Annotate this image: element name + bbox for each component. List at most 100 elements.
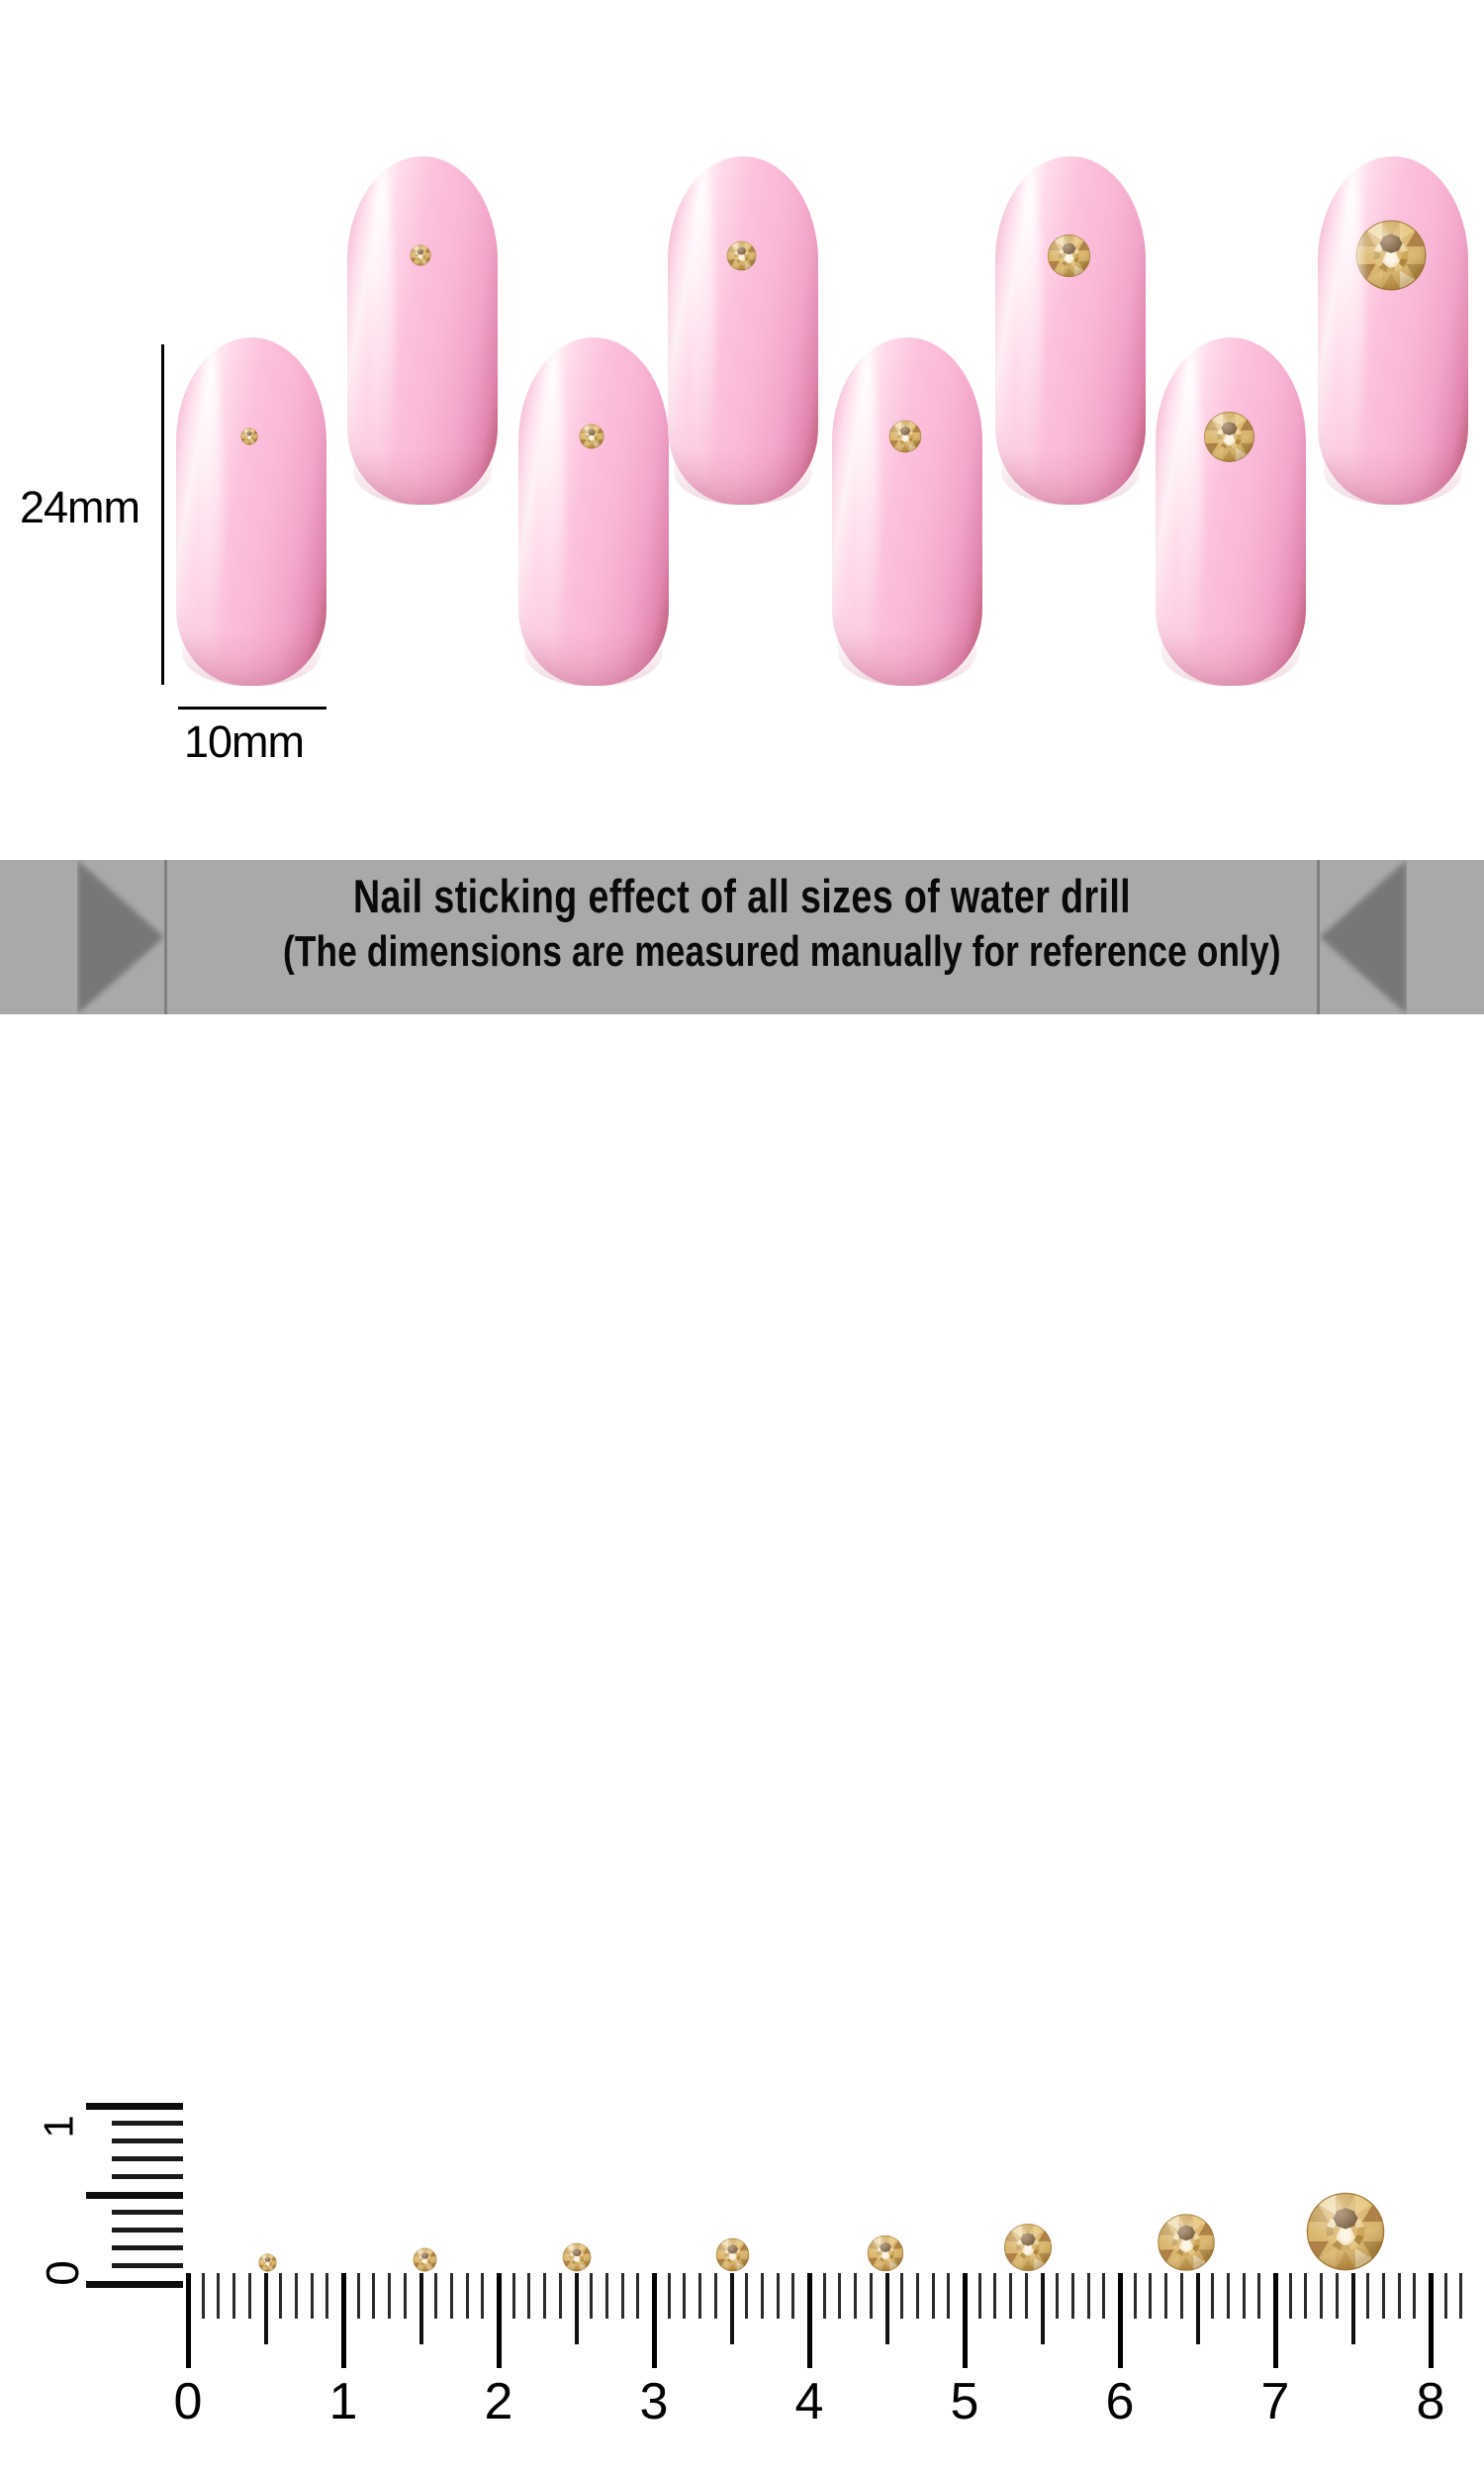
rhinestone-ss16[interactable] xyxy=(1047,234,1091,278)
height-dimension-line xyxy=(161,344,164,685)
ruler-rhinestone-ss10[interactable] xyxy=(715,2237,750,2272)
ruler-tick xyxy=(791,2273,795,2319)
vertical-scale-tick xyxy=(112,2156,183,2161)
ruler-rhinestone-ss6[interactable] xyxy=(413,2247,437,2272)
ruler-tick xyxy=(558,2273,562,2319)
ruler-rhinestone-ss4[interactable] xyxy=(257,2253,277,2272)
ruler-rhinestone-ss12[interactable] xyxy=(867,2234,904,2272)
ruler-tick xyxy=(247,2273,251,2319)
vertical-scale-tick xyxy=(112,2121,183,2126)
ruler-tick xyxy=(822,2273,826,2319)
width-dimension-label: 10mm xyxy=(184,716,305,767)
rhinestone-ss30[interactable] xyxy=(1354,219,1428,292)
banner-left-tail xyxy=(77,860,166,1014)
ruler-tick xyxy=(1179,2273,1183,2319)
nail-sample-ss20[interactable] xyxy=(1156,337,1306,686)
ruler-tick xyxy=(776,2273,780,2319)
ruler-tick xyxy=(1118,2273,1123,2368)
nail-sample-ss12[interactable] xyxy=(832,337,982,686)
nail-sample-ss6[interactable] xyxy=(347,156,498,505)
ruler-tick xyxy=(947,2273,951,2319)
rhinestone-ss6[interactable] xyxy=(410,244,431,266)
ruler-number-5: 5 xyxy=(950,2373,979,2430)
nail-sample-ss30[interactable] xyxy=(1318,156,1468,505)
ruler-rhinestone-ss30[interactable] xyxy=(1305,2191,1386,2272)
nail-tip-shadow xyxy=(1161,629,1300,686)
nail-sample-ss16[interactable] xyxy=(995,156,1146,505)
caption-banner: Nail sticking effect of all sizes of wat… xyxy=(0,860,1484,1014)
ruler-tick xyxy=(1086,2273,1090,2319)
ruler-rhinestone-ss16[interactable] xyxy=(1003,2223,1053,2272)
ruler-tick xyxy=(900,2273,904,2319)
ruler-tick xyxy=(931,2273,935,2319)
ruler-tick xyxy=(838,2273,842,2319)
rhinestone-ss12[interactable] xyxy=(888,420,922,453)
ruler-tick xyxy=(449,2273,453,2319)
ruler-tick xyxy=(745,2273,749,2319)
ruler-number-2: 2 xyxy=(484,2373,513,2430)
ruler-tick xyxy=(636,2273,640,2319)
banner-text-block: Nail sticking effect of all sizes of wat… xyxy=(168,868,1316,979)
rhinestone-ss4[interactable] xyxy=(240,428,258,445)
banner-headline: Nail sticking effect of all sizes of wat… xyxy=(352,870,1132,922)
nail-size-label-ss10 xyxy=(668,65,818,66)
ruler-tick xyxy=(1273,2273,1278,2368)
infographic-stage: 24mm 10mm Nail sticking effect of all si… xyxy=(0,0,1484,1484)
ruler-tick xyxy=(963,2273,968,2368)
vertical-scale-tick xyxy=(112,2263,183,2268)
ruler-tick xyxy=(294,2273,298,2319)
rhinestone-ss8[interactable] xyxy=(579,424,604,449)
ruler-tick xyxy=(201,2273,205,2319)
ruler-tick xyxy=(1459,2273,1463,2319)
banner-left-fold xyxy=(164,860,167,1014)
ruler-number-6: 6 xyxy=(1105,2373,1135,2430)
ruler-tick xyxy=(1350,2273,1355,2344)
height-dimension-label: 24mm xyxy=(20,482,140,532)
ruler-tick xyxy=(497,2273,502,2368)
ruler-rhinestone-ss8[interactable] xyxy=(562,2242,592,2272)
ruler-tick xyxy=(1413,2273,1417,2319)
ruler-rhinestone-ss20[interactable] xyxy=(1157,2213,1216,2272)
ruler-tick xyxy=(465,2273,469,2319)
vertical-scale-tick xyxy=(86,2103,183,2110)
ruler-tick xyxy=(388,2273,392,2319)
ruler-tick xyxy=(1195,2273,1200,2344)
nail-size-label-ss8 xyxy=(518,245,669,246)
ruler-tick xyxy=(993,2273,997,2319)
rhinestone-ss20[interactable] xyxy=(1203,411,1255,463)
vertical-scale-tick xyxy=(112,2210,183,2215)
nail-sample-ss4[interactable] xyxy=(176,337,326,686)
ruler-tick xyxy=(1335,2273,1339,2319)
ruler-tick xyxy=(1102,2273,1106,2319)
ruler-tick xyxy=(511,2273,515,2319)
nail-size-label-ss4 xyxy=(176,245,326,246)
nail-tip-shadow xyxy=(353,448,492,505)
width-dimension-line xyxy=(178,707,326,710)
ruler-tick xyxy=(1040,2273,1045,2344)
ruler-number-0: 0 xyxy=(173,2373,203,2430)
ruler-tick xyxy=(667,2273,671,2319)
ruler-tick xyxy=(604,2273,608,2319)
nail-tip-shadow xyxy=(524,629,663,686)
banner-right-fold xyxy=(1317,860,1320,1014)
nail-sample-ss8[interactable] xyxy=(518,337,669,686)
nail-size-label-ss12 xyxy=(832,245,982,246)
ruler-tick xyxy=(1429,2273,1434,2368)
ruler-tick xyxy=(186,2273,191,2368)
ruler-tick xyxy=(527,2273,531,2319)
rhinestone-ss10[interactable] xyxy=(726,240,757,271)
ruler-tick xyxy=(590,2273,594,2319)
ruler-tick xyxy=(620,2273,624,2319)
ruler-tick xyxy=(729,2273,734,2344)
ruler-tick xyxy=(1320,2273,1324,2319)
banner-subline: (The dimensions are measured manually fo… xyxy=(283,927,1281,977)
banner-left-notch-icon xyxy=(77,860,164,1014)
banner-right-tail xyxy=(1318,860,1407,1014)
vertical-scale-tick xyxy=(86,2192,183,2199)
ruler-tick xyxy=(1024,2273,1028,2319)
ruler-tick xyxy=(760,2273,764,2319)
nail-sample-ss10[interactable] xyxy=(668,156,818,505)
ruler-tick xyxy=(341,2273,346,2368)
ruler-tick xyxy=(854,2273,858,2319)
nail-size-label-ss6 xyxy=(347,65,498,66)
